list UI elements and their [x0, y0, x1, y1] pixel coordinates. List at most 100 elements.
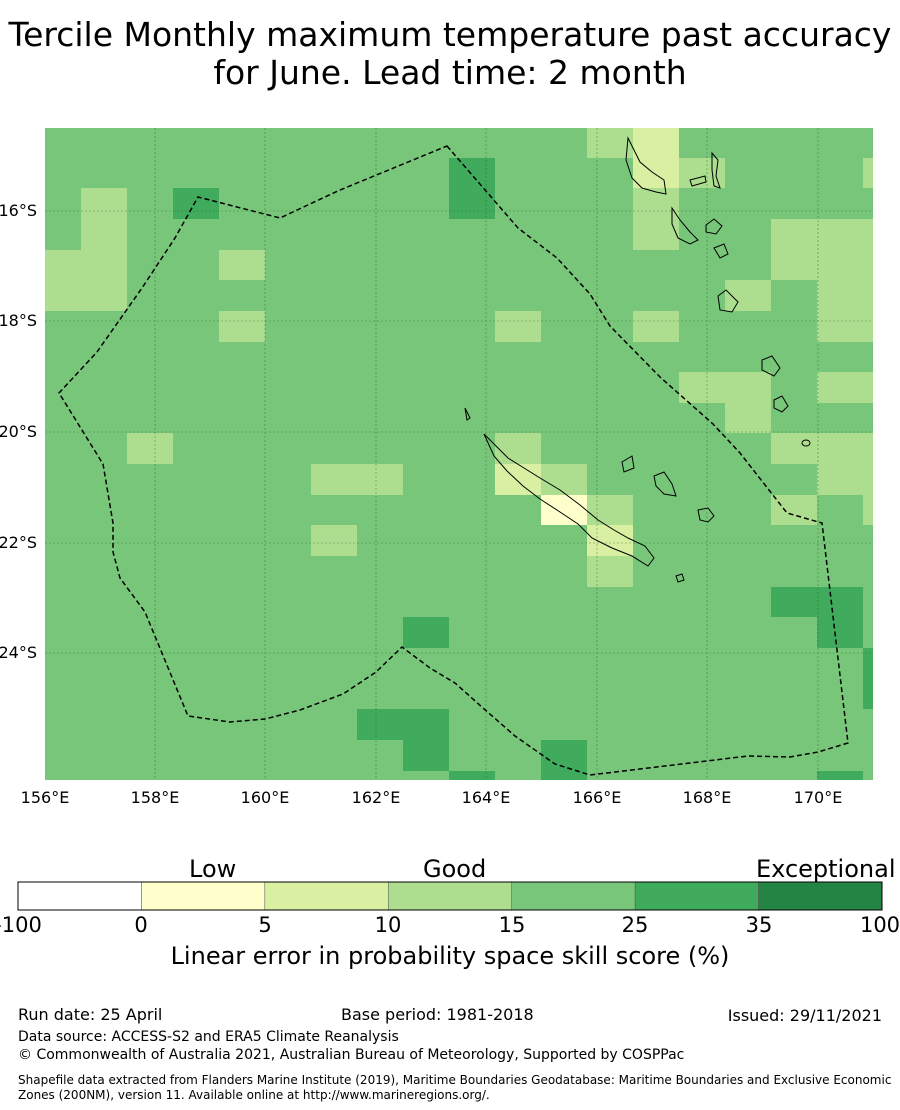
skill-cell	[817, 771, 863, 780]
colorbar-segment	[634, 881, 759, 911]
aneityum-island	[761, 355, 781, 377]
new-caledonia-island	[483, 433, 655, 567]
skill-cell	[725, 403, 771, 433]
map-cells	[45, 128, 873, 780]
skill-cell	[495, 464, 541, 495]
copyright: © Commonwealth of Australia 2021, Austra…	[18, 1047, 685, 1063]
skill-cell	[495, 433, 541, 464]
issued-date: Issued: 29/11/2021	[727, 1006, 882, 1025]
skill-cell	[357, 709, 449, 740]
eez-boundary	[58, 145, 849, 776]
run-date: Run date: 25 April	[18, 1005, 163, 1024]
skill-cell	[633, 128, 679, 188]
skill-cell	[311, 464, 403, 495]
skill-cell	[587, 525, 633, 556]
skill-cell	[771, 587, 863, 617]
colorbar-segments	[17, 881, 883, 911]
x-tick-label: 170°E	[793, 788, 843, 807]
skill-cell	[449, 158, 495, 219]
colorbar-category-good: Good	[423, 855, 487, 883]
x-tick-label: 164°E	[461, 788, 511, 807]
loyalty-island	[653, 471, 677, 497]
skill-cell	[771, 219, 873, 280]
skill-cell	[311, 525, 357, 556]
y-tick-label: 18°S	[0, 311, 37, 330]
base-period: Base period: 1981-2018	[341, 1005, 534, 1024]
skill-cell	[633, 311, 679, 342]
colorbar-tick: 0	[134, 913, 148, 937]
skill-cell	[449, 771, 495, 780]
loyalty-island	[697, 507, 715, 523]
malekula-island	[671, 206, 699, 245]
skill-cell	[587, 495, 633, 525]
skill-cell	[495, 311, 541, 342]
colorbar-label: Linear error in probability space skill …	[170, 942, 730, 970]
map-background	[45, 128, 873, 780]
skill-cell	[541, 495, 587, 525]
colorbar-tick: 25	[621, 913, 649, 937]
skill-cell	[771, 495, 817, 525]
skill-cell	[817, 280, 873, 342]
efate-island	[705, 218, 723, 235]
skill-cell	[587, 128, 633, 158]
x-tick-label: 166°E	[572, 788, 622, 807]
skill-cell	[863, 158, 873, 188]
colorbar-segment	[264, 881, 389, 911]
x-tick-label: 156°E	[20, 788, 70, 807]
skill-cell	[541, 464, 587, 495]
skill-cell	[403, 617, 449, 648]
colorbar-segment	[388, 881, 512, 911]
colorbar	[17, 881, 883, 911]
skill-cell	[173, 188, 219, 219]
colorbar-segment	[511, 881, 636, 911]
vanuatu-island	[689, 175, 707, 187]
colorbar-tick: 100	[859, 913, 900, 937]
skill-cell	[817, 433, 873, 495]
skill-cell	[817, 372, 873, 403]
loyalty-island	[773, 395, 789, 413]
y-tick-label: 20°S	[0, 422, 37, 441]
colorbar-tick: 5	[258, 913, 272, 937]
x-tick-label: 158°E	[130, 788, 180, 807]
x-tick-label: 160°E	[240, 788, 290, 807]
skill-map	[45, 128, 873, 780]
skill-cell	[817, 617, 863, 648]
colorbar-category-low: Low	[189, 855, 237, 883]
skill-cell	[863, 648, 873, 709]
skill-cell	[725, 280, 771, 311]
shapefile-credit-line-1: Shapefile data extracted from Flanders M…	[18, 1073, 892, 1087]
y-tick-label: 22°S	[0, 533, 37, 552]
skill-cell	[219, 250, 265, 280]
vanuatu-island	[711, 151, 721, 189]
chart-title-line-1: Tercile Monthly maximum temperature past…	[8, 15, 892, 54]
colorbar-segment	[758, 881, 883, 911]
coastlines	[464, 136, 811, 583]
walpole-island	[801, 439, 811, 447]
shapefile-credit-line-2: Zones (200NM), version 11. Available onl…	[18, 1088, 490, 1102]
skill-cell	[219, 311, 265, 342]
chart-title-line-2: for June. Lead time: 2 month	[213, 53, 687, 92]
colorbar-tick: 10	[374, 913, 402, 937]
colorbar-tick: 35	[745, 913, 773, 937]
y-tick-label: 16°S	[0, 201, 37, 220]
colorbar-tick: -100	[0, 913, 42, 937]
espiritu-santo-island	[625, 136, 667, 195]
skill-cell	[633, 188, 679, 250]
skill-cell	[81, 188, 127, 250]
map-gridlines	[45, 128, 873, 780]
colorbar-segment	[141, 881, 266, 911]
loyalty-island	[621, 455, 635, 473]
skill-cell	[127, 433, 173, 464]
small-island	[464, 407, 471, 421]
x-tick-label: 168°E	[682, 788, 732, 807]
y-tick-label: 24°S	[0, 643, 37, 662]
erromango-island	[717, 289, 739, 313]
colorbar-segment	[17, 881, 142, 911]
vanuatu-island	[713, 243, 729, 259]
colorbar-tick: 15	[498, 913, 526, 937]
x-tick-label: 162°E	[351, 788, 401, 807]
skill-cell	[45, 250, 127, 311]
skill-cell	[679, 372, 771, 403]
loyalty-island	[675, 573, 685, 583]
skill-cell	[771, 433, 817, 464]
